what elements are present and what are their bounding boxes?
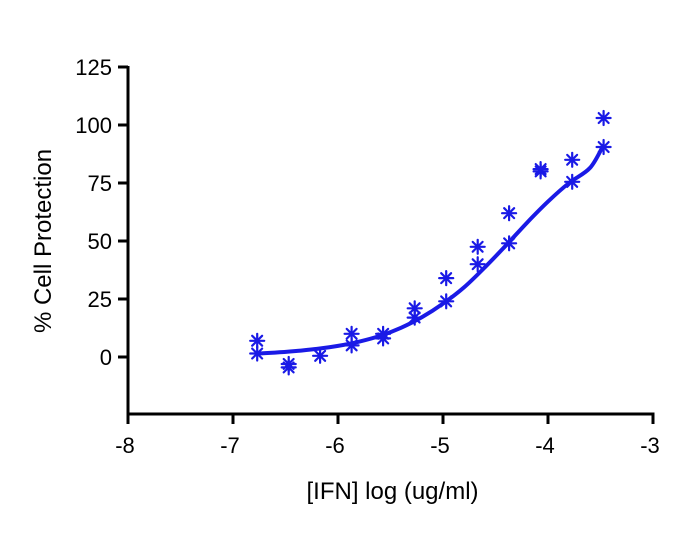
y-tick-label: 25 xyxy=(88,287,112,312)
y-tick-label: 50 xyxy=(88,229,112,254)
data-point xyxy=(375,330,392,347)
data-point xyxy=(406,309,423,326)
data-point xyxy=(438,270,455,287)
data-point xyxy=(469,238,486,255)
y-ticks: 0 25 50 75 100 125 xyxy=(75,55,128,370)
x-tick-label: -4 xyxy=(535,433,555,458)
y-tick-label: 0 xyxy=(100,345,112,370)
data-point xyxy=(438,293,455,310)
fit-curve xyxy=(257,143,606,356)
axes xyxy=(126,66,655,416)
y-tick-label: 75 xyxy=(88,171,112,196)
data-point xyxy=(501,235,518,252)
x-axis-title: [IFN] log (ug/ml) xyxy=(306,478,478,505)
data-point xyxy=(343,337,360,354)
data-point xyxy=(532,163,549,180)
data-point xyxy=(469,256,486,273)
x-tick-label: -5 xyxy=(430,433,450,458)
data-point xyxy=(564,173,581,190)
y-axis-title: % Cell Protection xyxy=(30,149,57,333)
data-point xyxy=(595,138,612,156)
x-ticks: -8 -7 -6 -5 -4 -3 xyxy=(115,414,660,458)
x-tick-label: -7 xyxy=(220,433,240,458)
y-tick-label: 125 xyxy=(75,55,112,80)
data-points xyxy=(249,109,612,376)
x-tick-label: -8 xyxy=(115,433,135,458)
data-point xyxy=(595,109,612,127)
data-point xyxy=(249,345,266,362)
y-tick-label: 100 xyxy=(75,113,112,138)
data-point xyxy=(564,151,581,168)
data-point xyxy=(312,347,329,364)
data-point xyxy=(280,359,297,376)
data-point xyxy=(501,205,518,222)
x-tick-label: -3 xyxy=(640,433,660,458)
x-tick-label: -6 xyxy=(325,433,345,458)
